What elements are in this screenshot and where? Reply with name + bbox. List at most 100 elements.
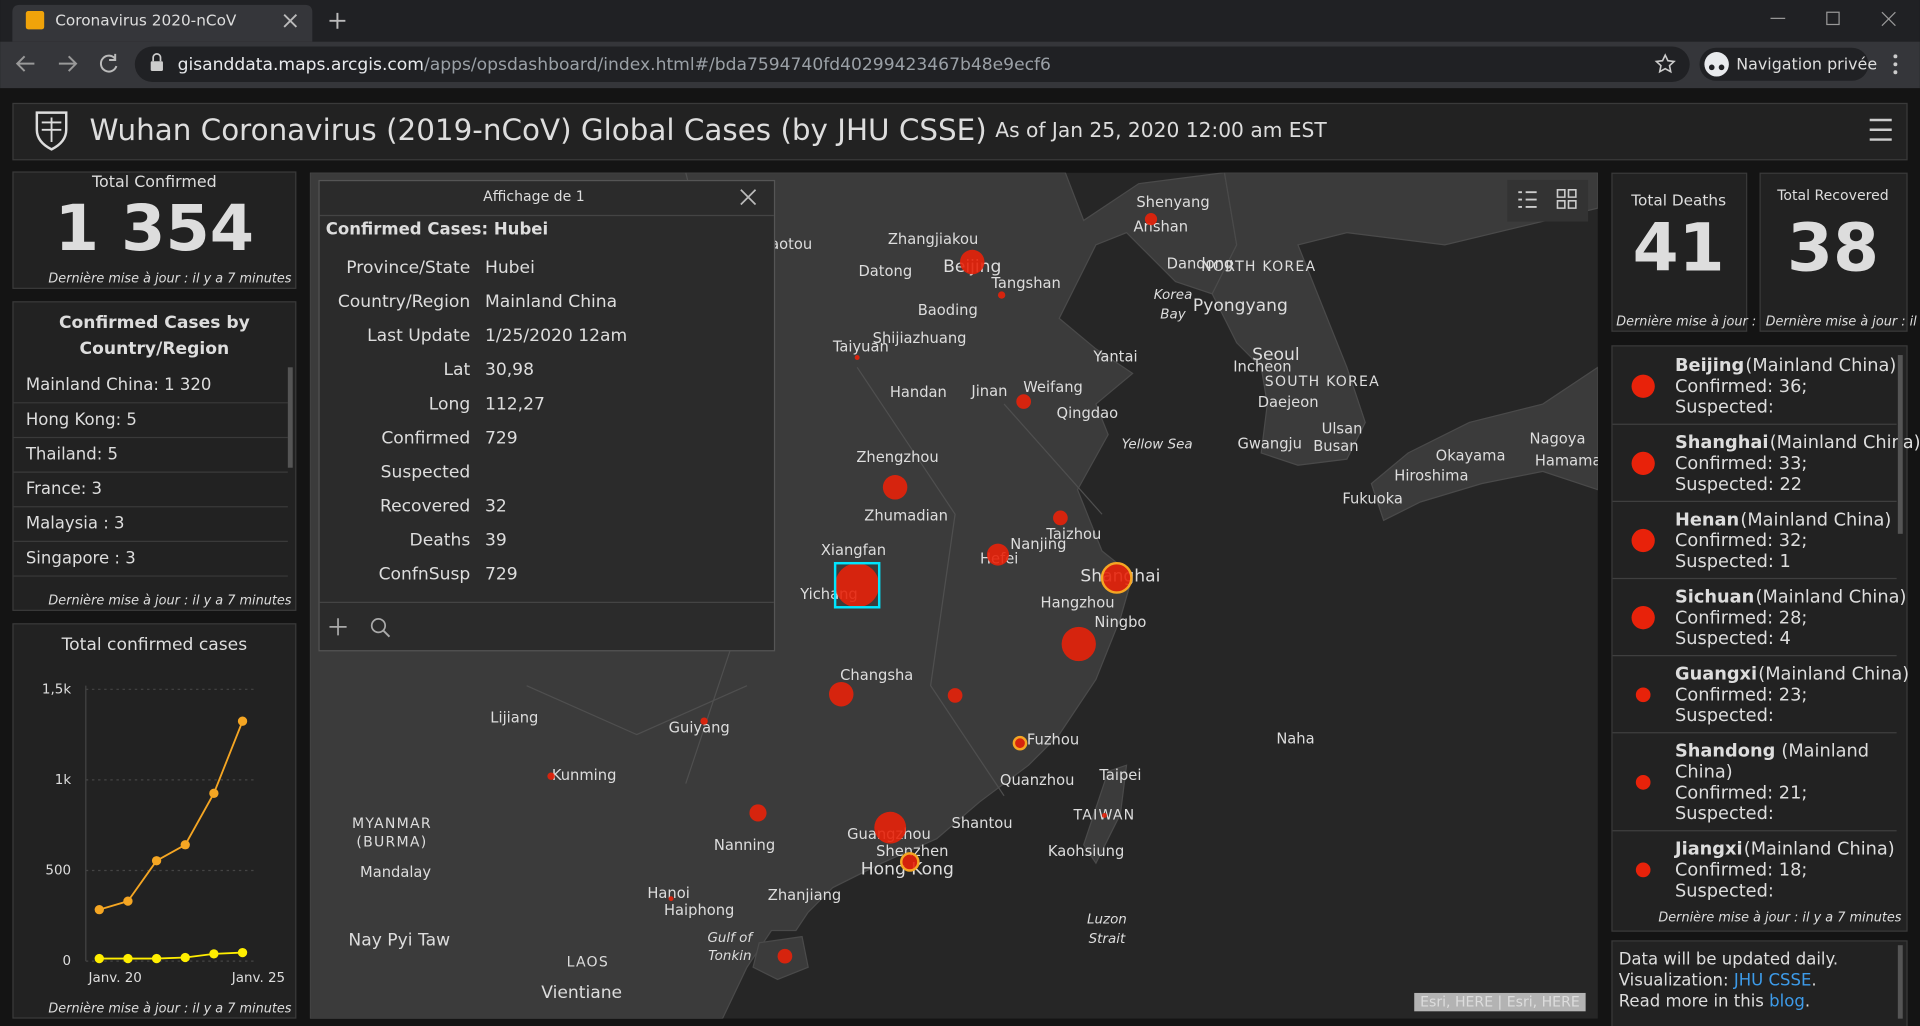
province: Beijing [1675,356,1744,376]
suspected: Suspected: [1675,398,1774,418]
scrollbar[interactable] [1897,945,1903,1019]
jhu-logo-detail [41,117,62,143]
forward[interactable] [58,55,78,72]
case-circle[interactable] [700,717,708,725]
case-circle[interactable] [1102,812,1107,818]
country-item: Malaysia : 3 [26,514,125,533]
field-value: Hubei [485,258,535,278]
address-bar[interactable] [134,46,1690,83]
field-value: 112,27 [485,394,545,414]
province-name: Sichuan(Mainland China) [1675,587,1906,607]
map-label: Yellow Sea [1122,437,1193,452]
restore[interactable] [1826,11,1840,26]
map-label: Okayama [1436,448,1506,465]
scrollbar[interactable] [1897,355,1903,534]
case-circle[interactable] [1016,394,1032,409]
case-circle[interactable] [1061,626,1096,662]
map-label: Taiyuan [832,339,889,356]
case-circle[interactable] [882,475,908,500]
map-label: SOUTH KOREA [1265,374,1380,390]
province: Shanghai [1675,433,1768,453]
basemap-button[interactable] [1556,188,1577,209]
x-tick-label: Janv. 20 [88,971,142,986]
map-label: Changsha [840,667,913,684]
reload[interactable] [100,53,118,73]
confirmed: Confirmed: 18; [1675,861,1807,881]
dashboard-title: Wuhan Coronavirus (2019-nCoV) Global Cas… [89,113,1327,147]
data-point [94,953,104,964]
case-dot [1635,687,1651,703]
zoom-to[interactable] [370,618,387,634]
field-value: 729 [485,564,518,584]
footer-note: Dernière mise à jour : il y a 7 minutes [1658,911,1901,926]
link[interactable]: blog [1769,991,1805,1010]
case-circle[interactable] [777,948,793,964]
hamburger-menu[interactable] [1869,118,1892,141]
popup-header: Affichage de 1 [483,189,585,205]
field-label: ConfnSusp [379,564,471,584]
legend-button[interactable] [1518,191,1537,208]
info-line: Data will be updated daily. [1619,949,1838,968]
scrollbar[interactable] [287,367,293,468]
case-circle[interactable] [874,811,907,844]
panel [1611,940,1908,1026]
case-circle[interactable] [986,543,1009,566]
case-circle[interactable] [854,355,860,360]
link[interactable]: JHU CSSE [1733,970,1812,989]
case-circle[interactable] [835,563,880,608]
map-label: NORTH KOREA [1201,259,1316,275]
map-label: Datong [858,263,912,280]
data-point [180,840,190,850]
tab-close[interactable] [283,14,298,28]
case-dot [1631,528,1655,553]
close-window[interactable] [1881,11,1896,27]
case-circle[interactable] [547,772,555,780]
info-line: Read more in this blog. [1619,991,1810,1010]
map-label: Hangzhou [1041,595,1115,612]
back[interactable] [15,55,35,72]
case-circle[interactable] [1100,561,1133,594]
case-circle[interactable] [960,249,985,275]
map-label: Hamamatsu [1535,453,1624,470]
attribution-bg [1414,992,1586,1012]
confirmed: Confirmed: 32; [1675,531,1807,551]
case-circle[interactable] [1012,735,1028,751]
info-text: . [1805,991,1810,1010]
y-tick-label: 500 [45,864,71,879]
total-deaths-value: 41 [1633,209,1725,286]
case-circle[interactable] [749,804,767,822]
province-name: Henan(Mainland China) [1675,510,1891,530]
panel [1611,345,1908,932]
tab[interactable] [12,4,313,42]
map-label: Shenzhen [876,843,948,860]
case-dot [1635,862,1651,878]
region: (Mainland [1781,742,1869,762]
incognito-eye [1718,64,1725,71]
footer-note: Dernière mise à jour : il [1766,315,1918,330]
data-point [237,716,248,726]
case-circle[interactable] [1144,213,1158,226]
region: (Mainland China) [1740,510,1891,530]
menu-dots[interactable] [1893,54,1898,75]
header-bar [12,102,1908,161]
case-circle[interactable] [828,681,854,707]
land [1211,172,1598,466]
case-circle[interactable] [1053,510,1068,526]
new-tab[interactable] [329,12,346,29]
bookmark-star[interactable] [1654,53,1676,74]
province: Sichuan [1675,587,1754,607]
incognito-pill[interactable] [1699,47,1869,81]
field-label: Country/Region [338,292,470,312]
field-label: Recovered [380,496,470,516]
case-circle[interactable] [900,852,920,872]
popup-close[interactable] [740,189,757,206]
url: gisanddata.maps.arcgis.com/apps/opsdashb… [178,55,1051,75]
pan-to[interactable] [329,618,347,636]
case-circle[interactable] [668,896,674,902]
case-circle[interactable] [997,291,1006,299]
case-circle[interactable] [947,688,963,703]
footer-note: Dernière mise à jour : [1616,315,1756,330]
footer-note: Dernière mise à jour : il y a 7 minutes [48,272,291,287]
map-label: Guiyang [669,719,730,736]
confirmed: Confirmed: 36; [1675,377,1807,397]
